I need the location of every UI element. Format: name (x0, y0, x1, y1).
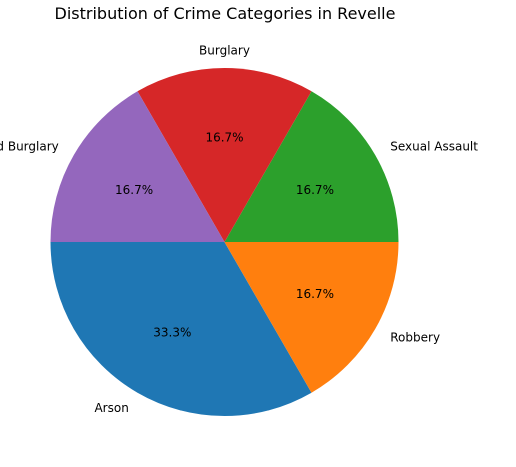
pie-slice-arson (50, 242, 312, 417)
pie-label-burglary: Burglary (199, 44, 250, 58)
pie-label-sexual-assault: Sexual Assault (390, 139, 478, 153)
pie-percent-burglary: 16.7% (205, 131, 243, 145)
pie-percent-sexual-assault: 16.7% (296, 183, 334, 197)
pie-slice-robbery (224, 242, 399, 393)
pie-label-arson: Arson (94, 401, 128, 415)
pie-slice-attempted-burglary (50, 91, 225, 242)
pie-label-attempted-burglary: Attempted Burglary (0, 139, 59, 153)
pie-slice-sexual-assault (224, 91, 399, 242)
chart-title: Distribution of Crime Categories in Reve… (55, 4, 396, 23)
pie-percent-arson: 33.3% (153, 325, 191, 339)
pie-slices (50, 67, 399, 417)
pie-percent-attempted-burglary: 16.7% (115, 183, 153, 197)
pie-slice-burglary (137, 67, 312, 242)
pie-labels: Arson 33.3% Robbery 16.7% Sexual Assault 16.7… (0, 44, 478, 415)
pie-percent-robbery: 16.7% (296, 287, 334, 301)
pie-label-robbery: Robbery (390, 331, 440, 345)
